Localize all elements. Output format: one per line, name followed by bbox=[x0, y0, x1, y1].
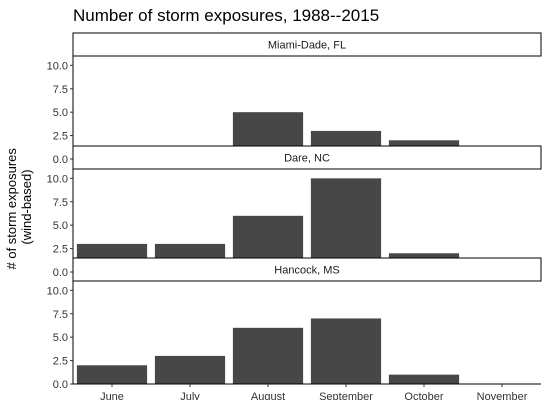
facet-strip-label: Miami-Dade, FL bbox=[268, 40, 346, 52]
bar-october bbox=[388, 374, 460, 384]
x-tick-label-october: October bbox=[404, 391, 443, 400]
bar-july bbox=[154, 355, 226, 384]
y-tick-label: 2.5 bbox=[53, 131, 68, 143]
facet-strip-label: Dare, NC bbox=[284, 153, 330, 165]
y-tick-label: 5.0 bbox=[53, 107, 68, 119]
x-tick-label-june: June bbox=[100, 391, 124, 400]
x-tick-label-july: July bbox=[180, 391, 200, 400]
facet-strip-label: Hancock, MS bbox=[274, 265, 339, 277]
y-tick-label: 10.0 bbox=[47, 173, 68, 185]
y-tick-label: 2.5 bbox=[53, 244, 68, 256]
y-tick-label: 5.0 bbox=[53, 220, 68, 232]
bar-september bbox=[310, 178, 382, 272]
y-axis-label-line-1: # of storm exposures bbox=[4, 148, 19, 270]
y-axis-label-line-2: (wind-based) bbox=[19, 169, 34, 244]
y-tick-label: 7.5 bbox=[53, 84, 68, 96]
facet-panels: Miami-Dade, FL 0.0 2.5 5.0 7.5 10.0 Dare, NC 0.… bbox=[47, 32, 542, 400]
y-tick-label: 0.0 bbox=[53, 267, 68, 279]
bar-september bbox=[310, 318, 382, 384]
y-tick-label: 2.5 bbox=[53, 356, 68, 368]
facet-strip bbox=[72, 145, 542, 170]
facet-strip bbox=[72, 257, 542, 282]
x-tick-label-september: September bbox=[319, 391, 373, 400]
y-axis-label: # of storm exposures (wind-based) bbox=[4, 144, 34, 269]
y-tick-label: 5.0 bbox=[53, 332, 68, 344]
y-tick-label: 0.0 bbox=[53, 154, 68, 166]
y-tick-label: 0.0 bbox=[53, 379, 68, 391]
bar-august bbox=[232, 327, 304, 384]
x-tick-label-november: November bbox=[477, 391, 528, 400]
y-tick-label: 7.5 bbox=[53, 197, 68, 209]
y-tick-label: 10.0 bbox=[47, 60, 68, 72]
y-tick-label: 7.5 bbox=[53, 309, 68, 321]
x-tick-label-august: August bbox=[251, 391, 285, 400]
chart-title: Number of storm exposures, 1988--2015 bbox=[73, 6, 379, 25]
y-tick-label: 10.0 bbox=[47, 285, 68, 297]
bar-june bbox=[76, 365, 148, 384]
facet-strip bbox=[72, 32, 542, 57]
